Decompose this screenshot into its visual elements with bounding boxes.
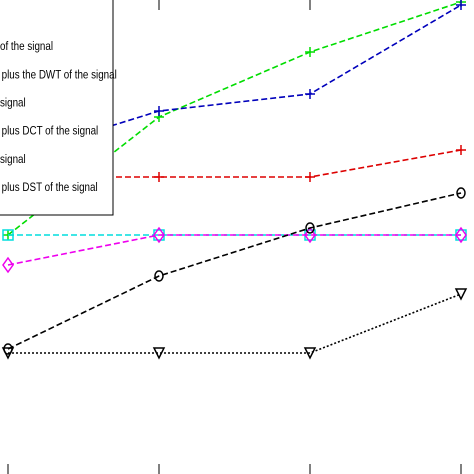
marker [153,226,165,244]
marker [152,347,166,360]
marker [305,47,315,57]
marker [456,145,466,155]
data-line [7,234,461,266]
legend-label: plus DCT of the signal [2,125,99,138]
data-line [7,4,462,159]
data-line [8,293,462,354]
legend-label: plus the DWT of the signal [2,69,117,82]
marker [303,347,317,360]
marker [455,226,467,244]
data-line [7,192,462,350]
marker [305,222,315,234]
marker [305,172,315,182]
legend-label: of the signal [0,40,53,53]
marker [456,0,466,10]
legend-label: plus DST of the signal [2,181,98,194]
marker [154,172,164,182]
marker [2,229,14,241]
legend-box [0,0,114,216]
marker [1,347,15,360]
legend-label: signal [0,97,26,110]
legend: of the signal plus the DWT of the signal s… [0,0,117,216]
marker [304,226,316,244]
marker [2,256,14,274]
legend-label: signal [0,153,26,166]
marker [456,187,466,199]
marker [454,288,468,301]
marker [154,106,164,116]
marker [154,270,164,282]
marker [305,89,315,99]
